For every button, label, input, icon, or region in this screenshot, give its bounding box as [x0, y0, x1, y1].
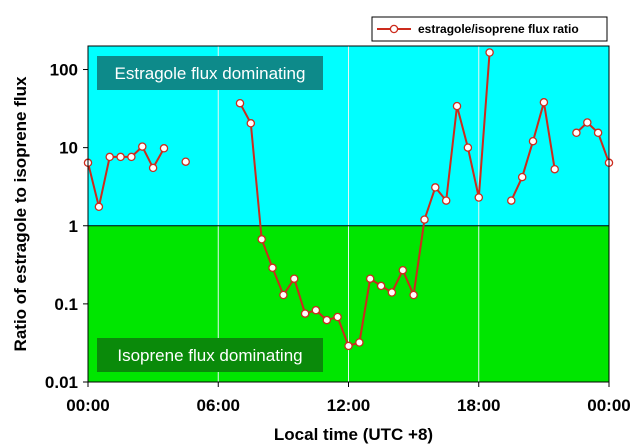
y-tick-label: 0.01 — [45, 373, 78, 392]
data-point — [572, 128, 581, 138]
legend-marker-swatch — [389, 24, 399, 34]
data-point — [300, 309, 310, 318]
data-point — [333, 312, 342, 322]
data-point — [159, 144, 169, 153]
data-point — [116, 152, 125, 162]
x-tick-label: 18:00 — [457, 396, 500, 415]
gridlines — [217, 46, 480, 382]
data-point — [365, 274, 375, 283]
data-point — [246, 119, 256, 128]
x-tick-label: 00:00 — [587, 396, 630, 415]
data-point — [409, 290, 418, 300]
data-point — [268, 263, 277, 273]
legend: estragole/isoprene flux ratio — [371, 16, 608, 42]
data-point — [420, 215, 429, 224]
data-point — [235, 98, 245, 108]
data-point — [387, 288, 397, 297]
data-point — [355, 338, 364, 347]
region-labels: Estragole flux dominating Isoprene flux d… — [97, 56, 323, 372]
data-point — [463, 143, 473, 152]
y-tick-label: 1 — [69, 217, 78, 236]
y-tick-label: 0.1 — [54, 295, 78, 314]
x-axis-title: Local time (UTC +8) — [274, 425, 433, 444]
legend-box — [371, 16, 608, 42]
data-point — [105, 152, 114, 162]
data-point — [181, 157, 190, 166]
data-point — [431, 183, 440, 192]
estragole-region-label: Estragole flux dominating — [115, 64, 306, 83]
estragole-region-label-box — [97, 56, 323, 90]
data-point — [376, 281, 386, 291]
data-point — [279, 290, 288, 300]
data-point — [322, 315, 332, 325]
data-point — [539, 98, 549, 107]
data-point — [127, 152, 136, 162]
data-point — [474, 193, 484, 202]
data-point — [344, 341, 353, 351]
data-point — [94, 202, 104, 212]
data-point — [138, 142, 147, 151]
y-axis-title: Ratio of estragole to isoprene flux — [11, 76, 30, 351]
data-point — [148, 163, 158, 173]
data-point — [507, 196, 516, 205]
data-point — [593, 128, 603, 138]
series-line-segment-4 — [575, 121, 610, 164]
x-axis-ticks: 00:00 06:00 12:00 18:00 00:00 — [66, 382, 631, 415]
data-point — [452, 101, 462, 111]
x-tick-label: 12:00 — [327, 396, 370, 415]
data-point — [517, 172, 527, 182]
isoprene-region-label: Isoprene flux dominating — [117, 346, 302, 365]
legend-entry: estragole/isoprene flux ratio — [418, 22, 579, 36]
y-tick-label: 10 — [59, 139, 78, 158]
series-line-segment-2 — [239, 52, 491, 348]
x-tick-label: 06:00 — [197, 396, 240, 415]
data-point — [485, 48, 494, 57]
isoprene-region-label-box — [97, 338, 323, 372]
data-point — [528, 136, 538, 146]
data-point — [257, 235, 266, 244]
x-tick-label: 00:00 — [66, 396, 109, 415]
data-point — [311, 305, 321, 315]
y-tick-label: 100 — [50, 61, 78, 80]
data-point — [289, 274, 299, 283]
data-point — [550, 164, 559, 174]
series-points — [83, 48, 614, 351]
data-point — [583, 118, 592, 127]
y-axis-ticks: 0.01 0.1 1 10 100 — [45, 61, 88, 392]
data-point — [398, 265, 408, 275]
data-point — [441, 196, 451, 205]
